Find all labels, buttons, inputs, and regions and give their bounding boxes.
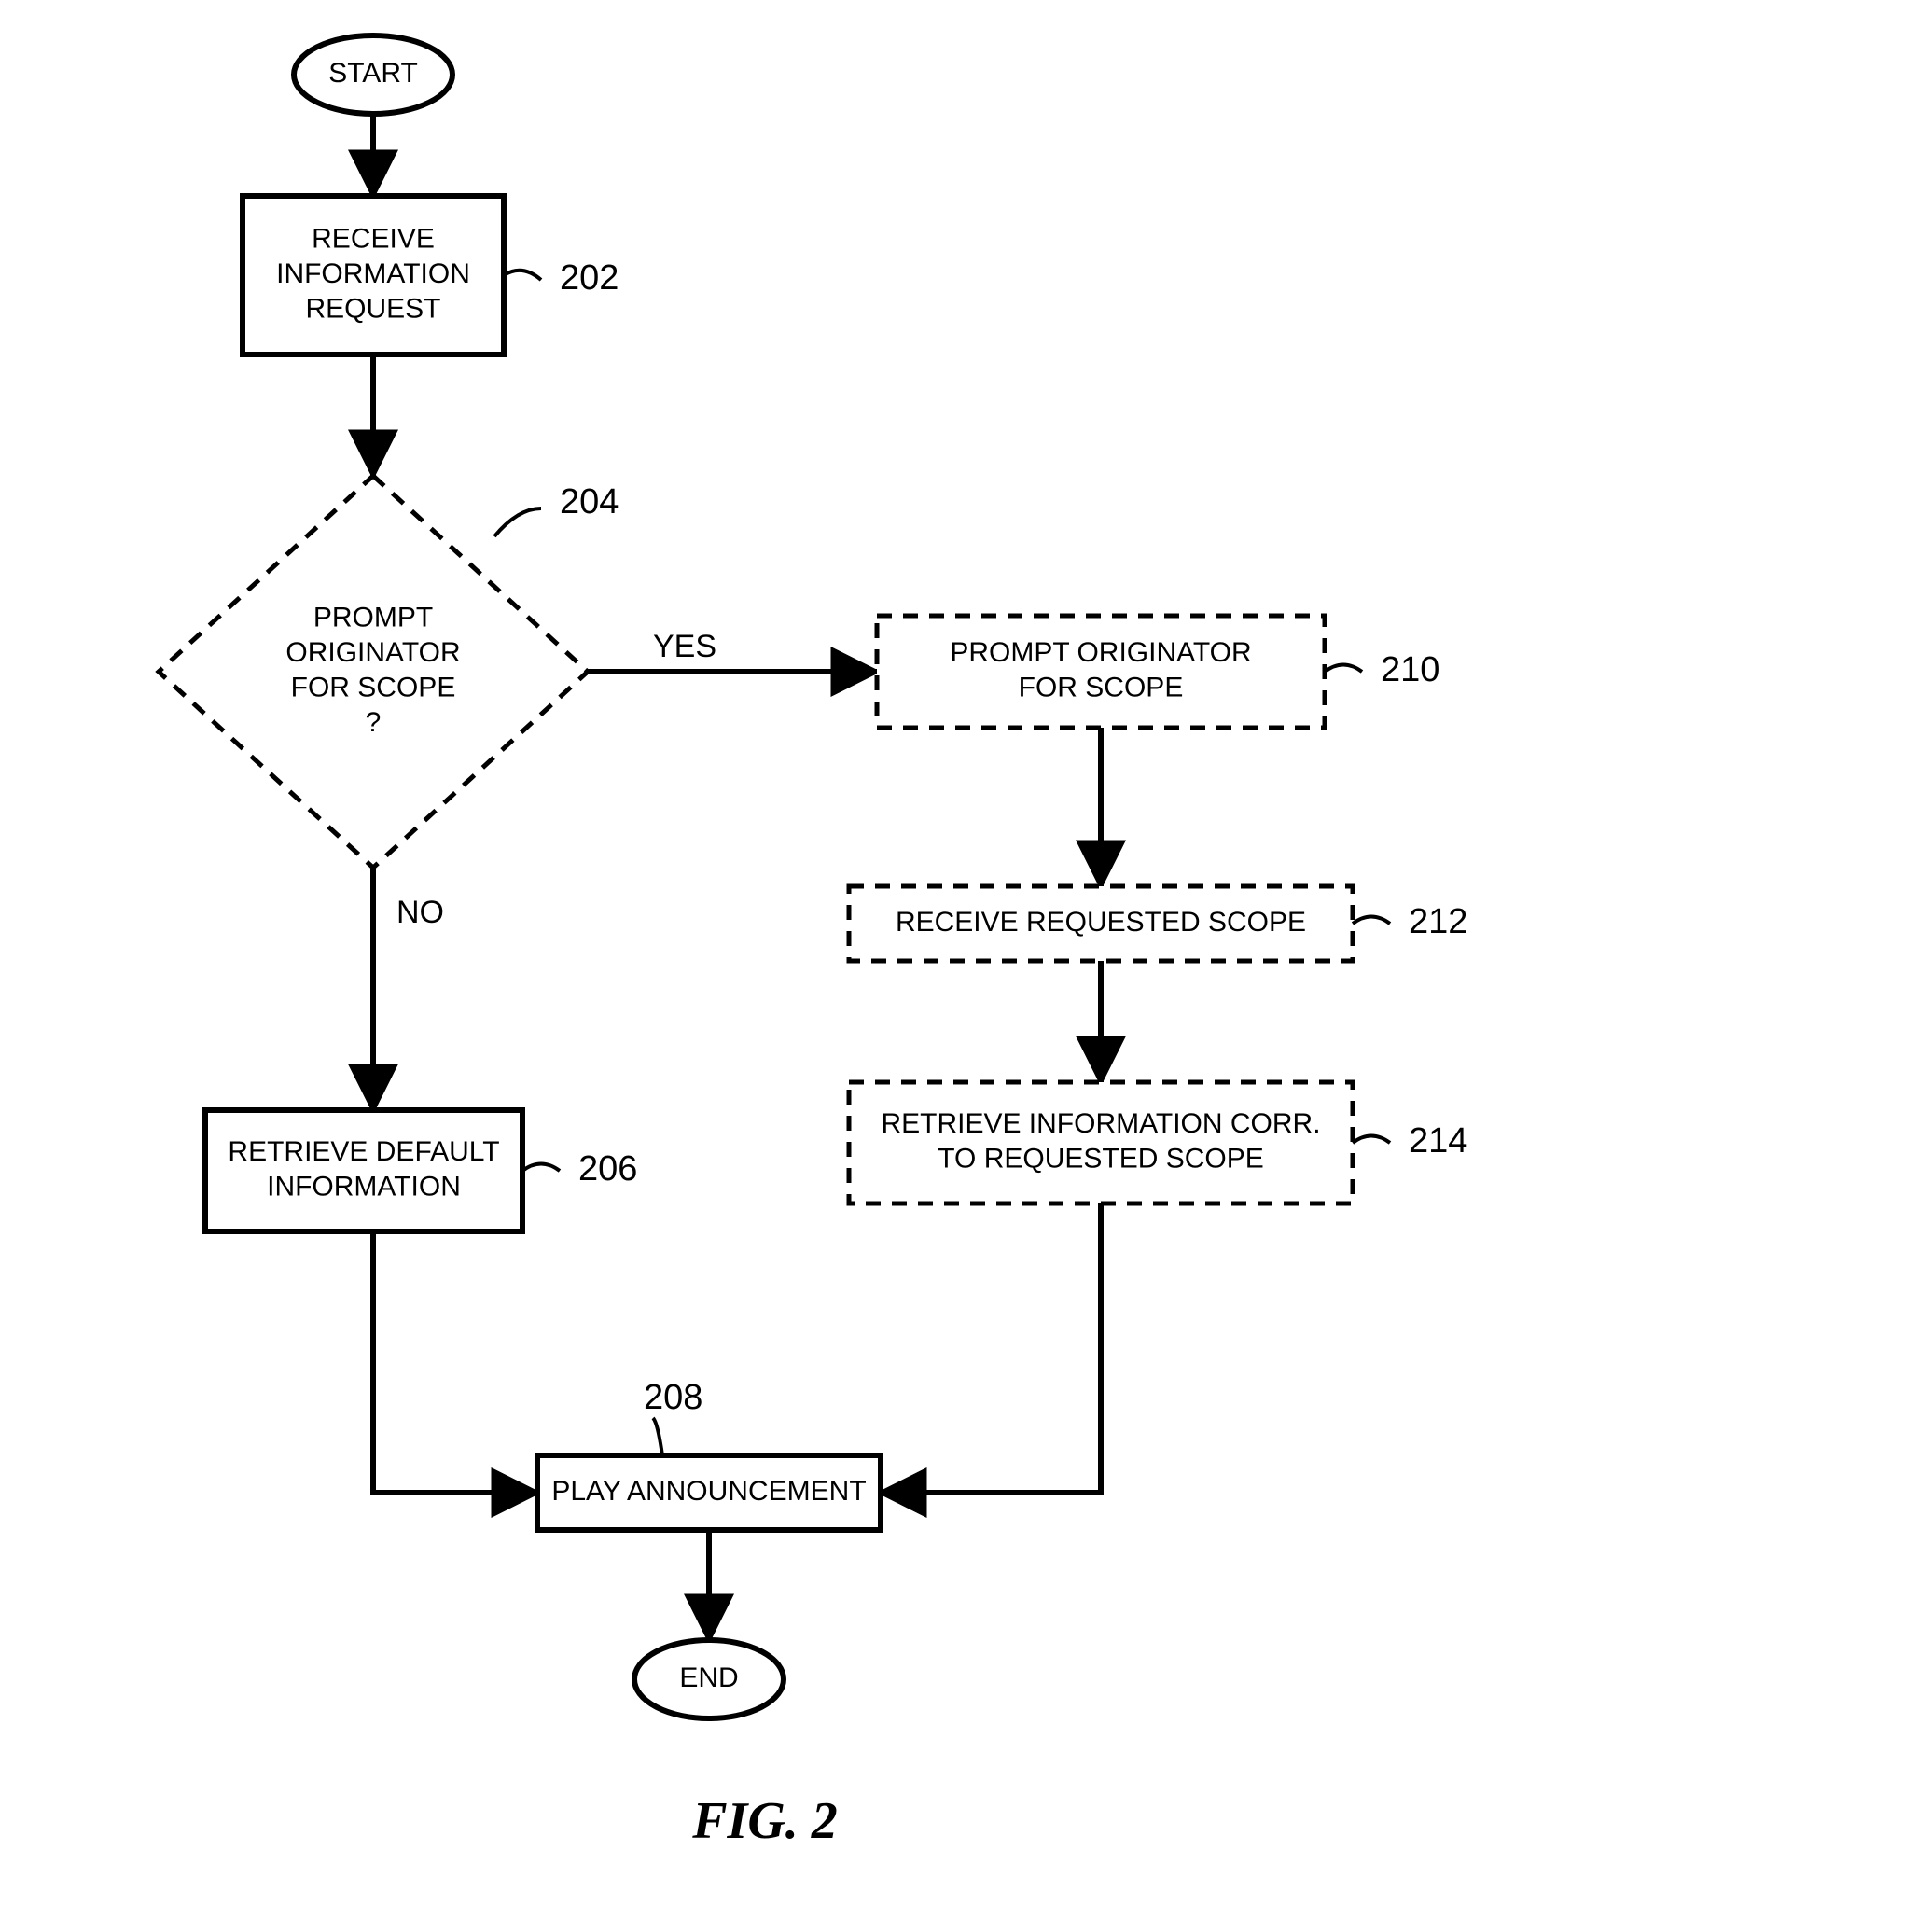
node-n214: RETRIEVE INFORMATION CORR. TO REQUESTED S… [849, 1082, 1353, 1203]
node-text: RETRIEVE DEFAULT [228, 1136, 499, 1167]
node-text: END [679, 1662, 738, 1693]
node-n206: RETRIEVE DEFAULT INFORMATION [205, 1110, 522, 1231]
node-text: START [328, 58, 418, 89]
ref-label: 210 [1381, 650, 1439, 689]
node-text: REQUEST [305, 293, 440, 324]
edge-label: YES [653, 629, 716, 664]
edge [881, 1203, 1101, 1493]
ref-leader [522, 1164, 560, 1172]
ref-leader [504, 271, 541, 280]
ref-label: 202 [560, 258, 619, 298]
ref-leader [1353, 917, 1390, 925]
node-n204: PROMPT ORIGINATOR FOR SCOPE? [159, 476, 588, 868]
ref-leader [653, 1418, 662, 1455]
ref-label: 208 [644, 1378, 702, 1417]
node-text: FOR SCOPE [1019, 673, 1184, 703]
node-text: ORIGINATOR [285, 637, 460, 668]
node-n208: PLAY ANNOUNCEMENT [537, 1455, 881, 1530]
ref-label: 204 [560, 482, 619, 521]
ref-leader [494, 508, 541, 536]
node-text: TO REQUESTED SCOPE [938, 1144, 1264, 1175]
node-text: FOR SCOPE [291, 673, 456, 703]
ref-leader [1325, 665, 1362, 673]
ref-label: 206 [578, 1149, 637, 1189]
edge [373, 1231, 537, 1493]
node-text: ? [366, 707, 382, 738]
node-text: PROMPT [313, 603, 433, 633]
node-end: END [634, 1640, 784, 1718]
ref-label: 214 [1409, 1121, 1467, 1161]
node-n202: RECEIVE INFORMATION REQUEST [243, 196, 504, 355]
node-text: PROMPT ORIGINATOR [950, 637, 1251, 668]
node-text: INFORMATION [276, 258, 470, 289]
node-text: PLAY ANNOUNCEMENT [551, 1476, 866, 1507]
node-n212: RECEIVE REQUESTED SCOPE [849, 886, 1353, 961]
node-n210: PROMPT ORIGINATOR FOR SCOPE [877, 616, 1325, 728]
edge-label: NO [396, 895, 444, 930]
node-text: RECEIVE [312, 223, 435, 254]
figure-caption: FIG. 2 [691, 1792, 838, 1850]
ref-leader [1353, 1136, 1390, 1144]
node-start: START [294, 35, 452, 114]
node-text: INFORMATION [267, 1172, 461, 1203]
node-text: RETRIEVE INFORMATION CORR. [881, 1108, 1320, 1139]
node-text: RECEIVE REQUESTED SCOPE [896, 907, 1306, 938]
ref-label: 212 [1409, 902, 1467, 941]
